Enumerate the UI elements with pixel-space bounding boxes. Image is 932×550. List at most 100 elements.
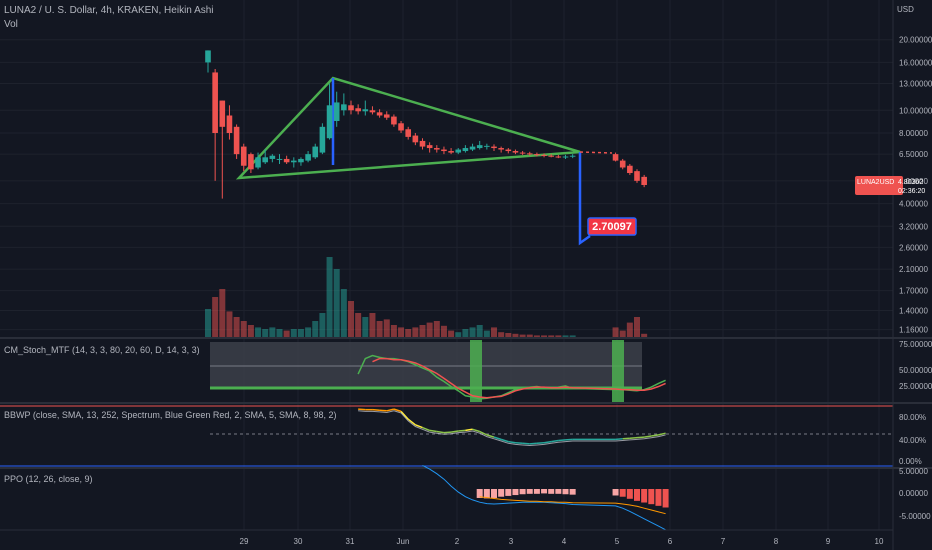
candle-body[interactable]: [562, 156, 569, 158]
last-price-badge[interactable]: LUNA2USD 4.80362 02:36:20: [855, 176, 925, 195]
candle-body[interactable]: [362, 109, 369, 112]
candle-body[interactable]: [219, 100, 226, 127]
candle-body[interactable]: [555, 156, 562, 158]
candle-body[interactable]: [519, 152, 526, 154]
bbwp-pane[interactable]: [0, 405, 893, 467]
candle-body[interactable]: [541, 154, 547, 156]
candle-body[interactable]: [512, 151, 519, 153]
candle-body[interactable]: [369, 110, 376, 113]
volume-bars: [205, 257, 648, 337]
candle-body[interactable]: [298, 158, 304, 163]
volume-bar: [212, 297, 219, 337]
candle-body[interactable]: [491, 146, 497, 149]
price-tick-label: 6.50000: [899, 150, 928, 159]
candle-body[interactable]: [469, 146, 476, 150]
volume-bar: [619, 330, 626, 337]
bbwp-segment: [493, 436, 502, 441]
candle-body[interactable]: [398, 123, 404, 131]
bbwp-segment: [443, 431, 452, 434]
candle-body[interactable]: [248, 154, 254, 170]
candle-body[interactable]: [212, 72, 218, 133]
bbwp-segment: [400, 410, 409, 420]
candle-body[interactable]: [205, 50, 211, 63]
triangle-outline[interactable]: [235, 76, 581, 180]
candle-body[interactable]: [226, 115, 233, 133]
candle-body[interactable]: [312, 146, 319, 158]
volume-bar: [455, 332, 462, 337]
stoch-pane[interactable]: [210, 340, 666, 402]
candle-body[interactable]: [276, 158, 283, 160]
candle-body[interactable]: [348, 105, 354, 111]
bbwp-segment: [615, 438, 623, 441]
time-axis[interactable]: 29 30 31 Jun 2 3 4 5 6 7 8 9 10: [0, 529, 893, 546]
candle-body[interactable]: [376, 112, 383, 116]
candle-body[interactable]: [291, 160, 297, 163]
ppo-hist-bar: [519, 489, 526, 495]
time-tick-label: Jun: [397, 537, 410, 546]
volume-bar: [398, 327, 405, 337]
bbwp-segment: [386, 408, 395, 412]
volume-bar: [319, 313, 326, 337]
price-axis[interactable]: 20.00000 16.00000 13.00000 10.00000 8.00000 6…: [892, 0, 932, 550]
bbwp-segment: [358, 408, 366, 411]
candle-body[interactable]: [641, 176, 647, 186]
vol-label: Vol: [4, 19, 18, 30]
candle-body[interactable]: [526, 153, 533, 155]
candle-body[interactable]: [419, 140, 426, 147]
candle-body[interactable]: [319, 126, 326, 153]
ppo-hist-bar: [555, 489, 562, 494]
candle-body[interactable]: [305, 154, 311, 161]
ppo-hist-bar: [512, 489, 519, 496]
candle-body[interactable]: [333, 102, 340, 122]
ppo-pane[interactable]: [422, 464, 669, 531]
volume-bar: [498, 332, 505, 337]
price-tick-label: 1.16000: [899, 326, 928, 335]
candle-body[interactable]: [355, 108, 361, 112]
candle-body[interactable]: [548, 155, 554, 157]
volume-bar: [362, 317, 369, 337]
candle-body[interactable]: [455, 149, 462, 153]
candle-body[interactable]: [233, 126, 240, 155]
candle-body[interactable]: [441, 149, 447, 152]
volume-bar: [512, 333, 519, 337]
price-tick-label: 1.70000: [899, 287, 928, 296]
triangle-pattern[interactable]: [235, 76, 613, 246]
candle-body[interactable]: [434, 148, 440, 150]
candle-body[interactable]: [505, 149, 512, 152]
candle-body[interactable]: [476, 145, 483, 149]
target-badge[interactable]: 2.70097: [587, 217, 637, 236]
candle-body[interactable]: [534, 154, 540, 156]
candle-body[interactable]: [405, 129, 411, 137]
ppo-hist-bar: [634, 489, 640, 501]
time-tick-label: 8: [774, 537, 779, 546]
candle-body[interactable]: [448, 151, 454, 153]
volume-bar: [219, 289, 226, 337]
candle-body[interactable]: [569, 155, 576, 157]
bbwp-segment: [622, 437, 630, 440]
candle-body[interactable]: [255, 157, 261, 168]
candle-body[interactable]: [498, 148, 504, 150]
candle-body[interactable]: [326, 105, 333, 139]
candlestick-series[interactable]: [205, 50, 647, 199]
volume-bar: [569, 335, 576, 337]
volume-bar: [426, 322, 433, 337]
candle-body[interactable]: [462, 148, 469, 152]
candle-body[interactable]: [634, 171, 640, 181]
candle-body[interactable]: [627, 165, 633, 174]
candle-body[interactable]: [383, 114, 390, 118]
candle-body[interactable]: [619, 160, 626, 168]
candle-body[interactable]: [391, 116, 397, 125]
volume-bar: [283, 330, 290, 337]
candle-body[interactable]: [412, 135, 419, 143]
candle-body[interactable]: [612, 154, 619, 161]
price-tick-label: 2.10000: [899, 265, 928, 274]
candle-body[interactable]: [426, 145, 433, 149]
candle-body[interactable]: [484, 145, 490, 147]
candle-body[interactable]: [240, 146, 247, 166]
candle-body[interactable]: [341, 104, 347, 111]
candle-body[interactable]: [262, 157, 268, 163]
ppo-hist-bar: [548, 489, 555, 494]
candle-body[interactable]: [269, 155, 276, 159]
candle-body[interactable]: [283, 158, 290, 163]
